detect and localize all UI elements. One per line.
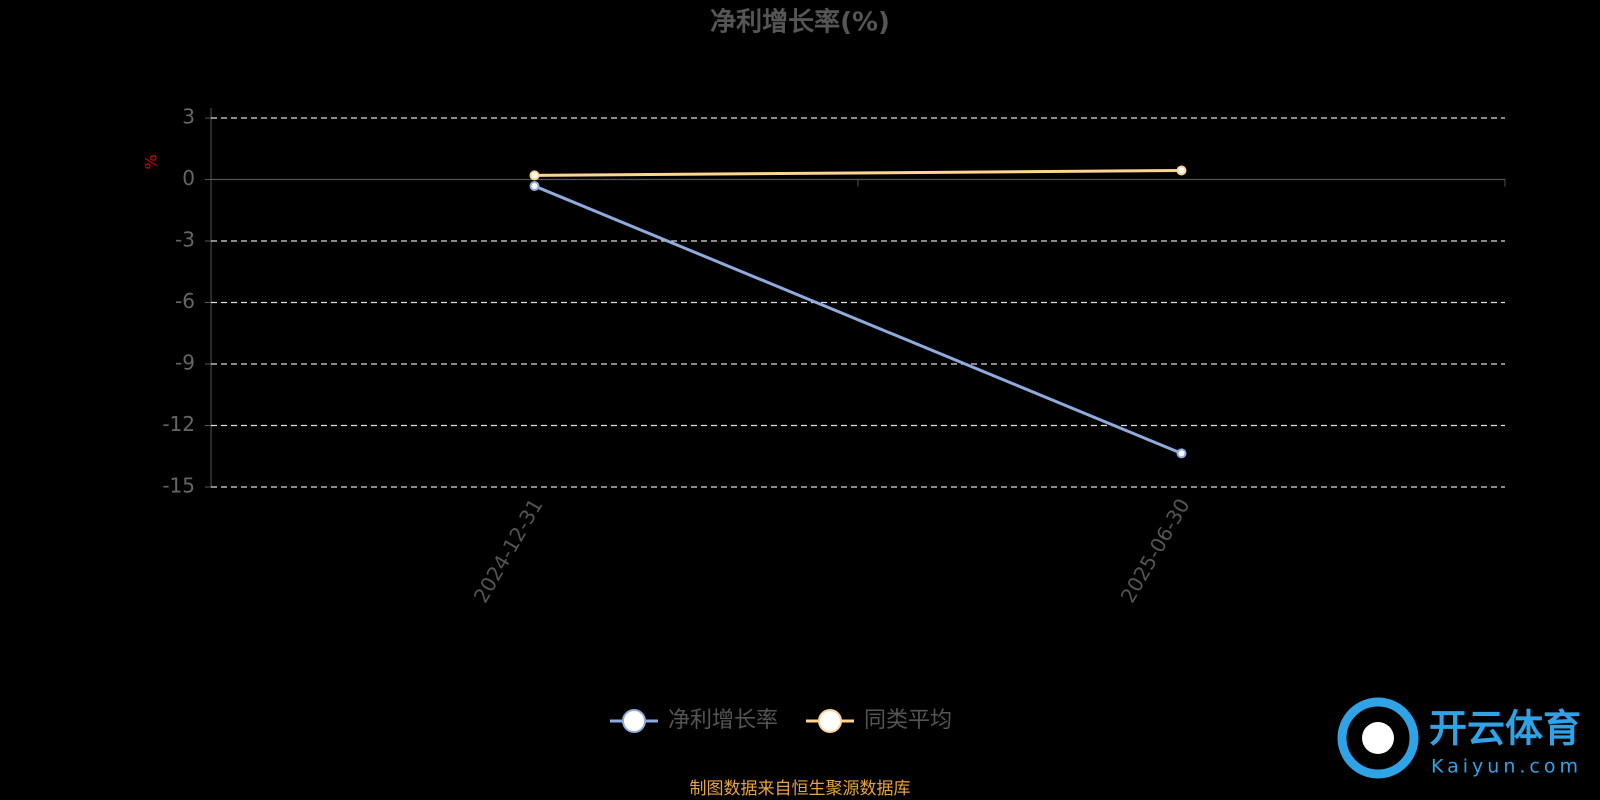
data-point <box>529 181 540 192</box>
y-tick-label: 3 <box>182 105 195 129</box>
watermark-name: 开云体育 <box>1429 707 1581 751</box>
y-tick-label: 0 <box>182 166 195 190</box>
y-tick-label: -15 <box>162 474 195 498</box>
data-point <box>529 170 540 181</box>
y-tick-label: -6 <box>175 289 195 313</box>
y-axis-label: % <box>142 154 161 169</box>
watermark-site: Kaiyun.com <box>1431 756 1582 778</box>
legend-marker <box>622 709 646 733</box>
legend-label: 同类平均 <box>864 708 952 733</box>
data-point <box>1176 165 1187 176</box>
y-tick-label: -12 <box>162 412 195 436</box>
series-line <box>534 168 1182 177</box>
chart-title: 净利增长率(%) <box>710 7 890 38</box>
y-tick-label: -9 <box>175 351 195 375</box>
logo-ring <box>1337 697 1419 779</box>
source-note: 制图数据来自恒生聚源数据库 <box>690 779 911 799</box>
legend-label: 净利增长率 <box>668 708 778 733</box>
series-line <box>533 184 1183 455</box>
y-tick-label: -3 <box>175 228 195 252</box>
watermark: 开云体育 Kaiyun.com <box>1337 697 1582 779</box>
data-point <box>1176 448 1187 459</box>
logo-ball <box>1362 722 1394 754</box>
legend-marker <box>818 709 842 733</box>
